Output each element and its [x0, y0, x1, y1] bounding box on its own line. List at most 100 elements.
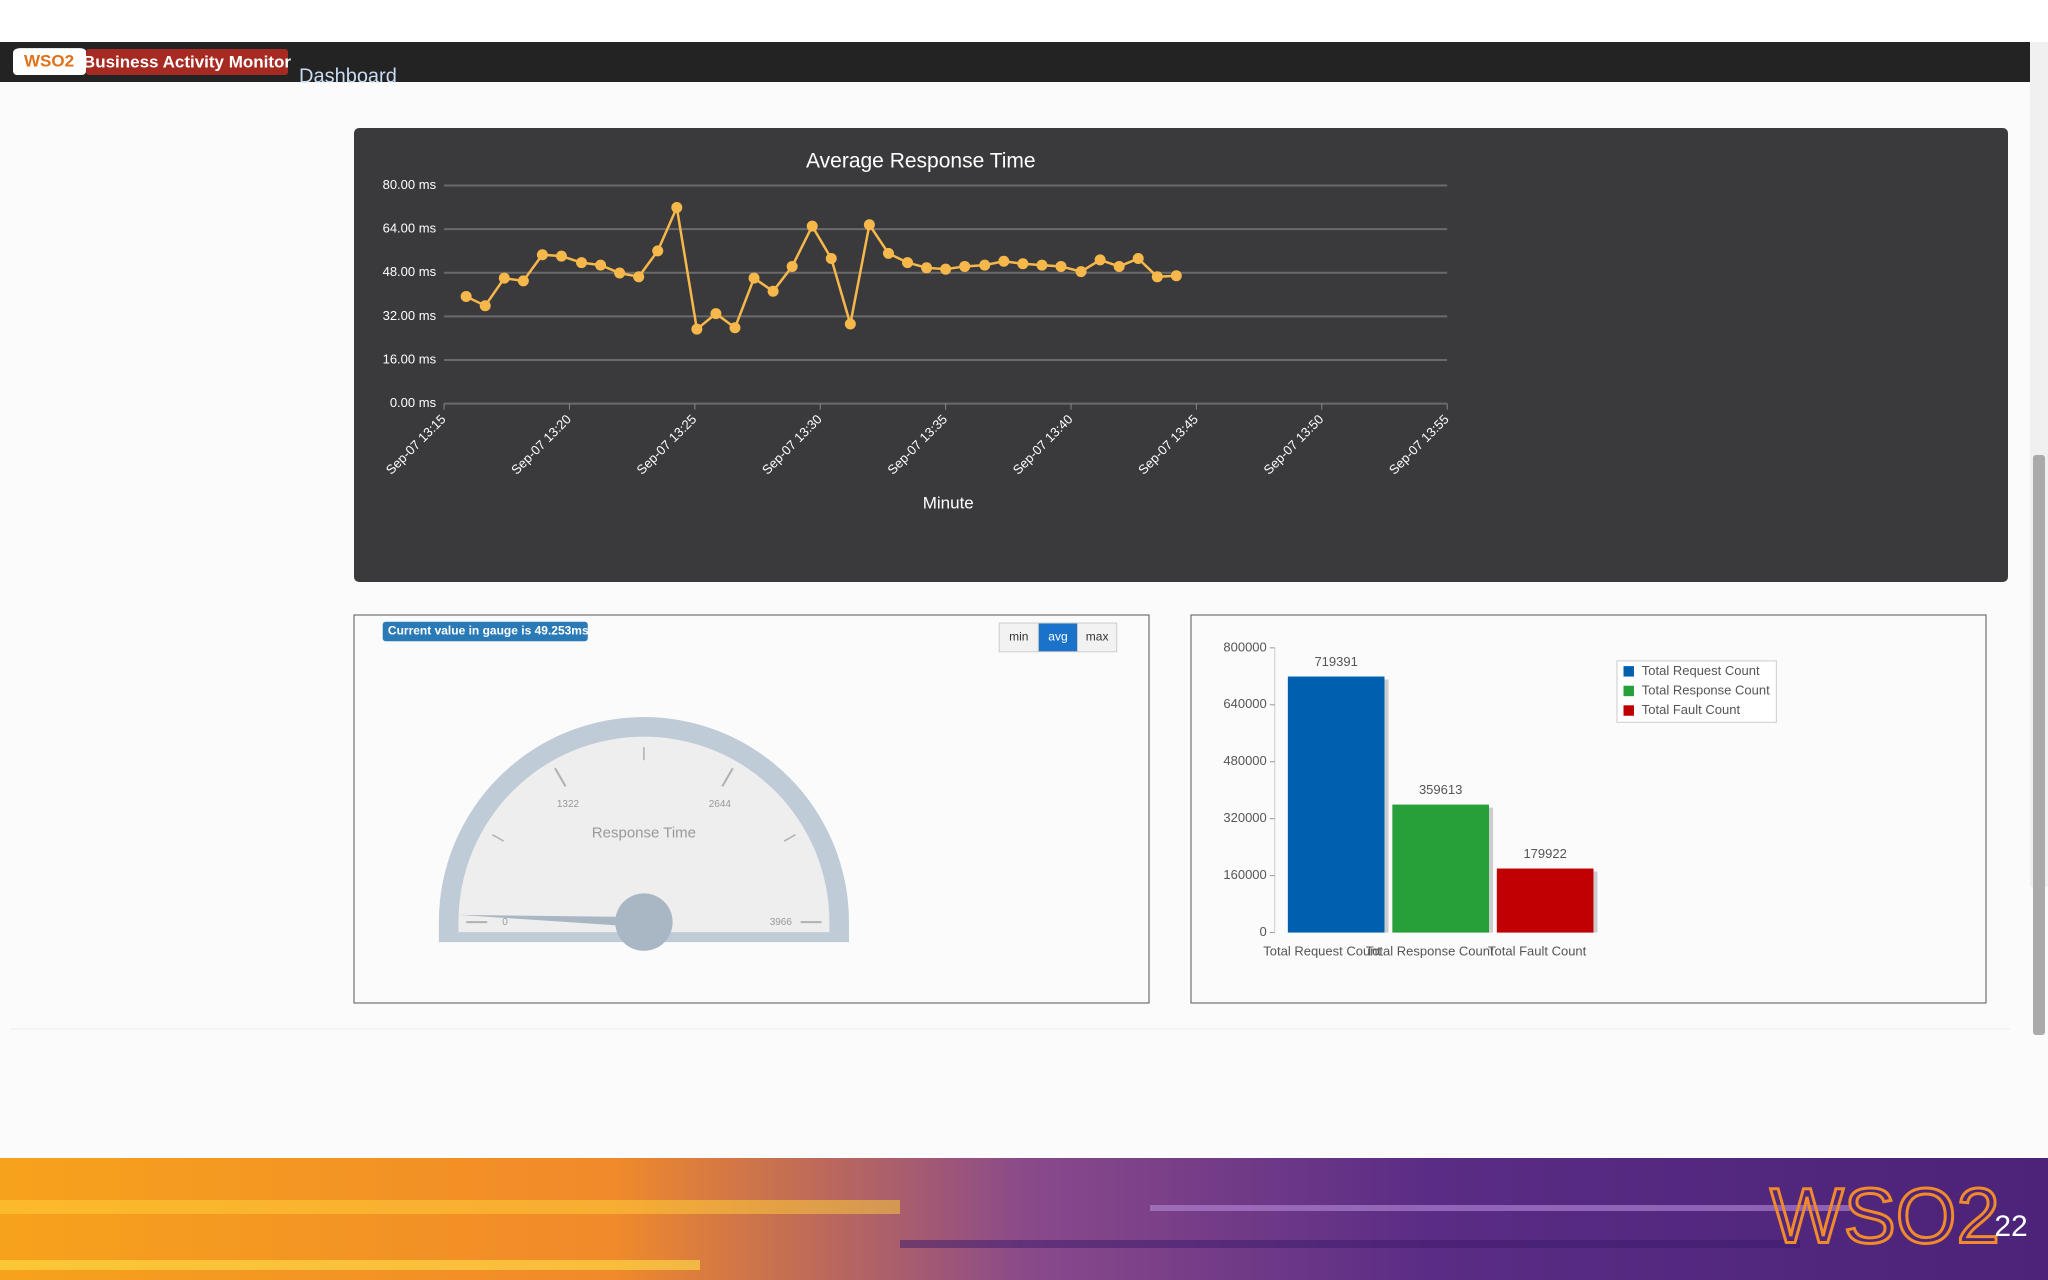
- y-tick-label: 32.00 ms: [383, 308, 437, 323]
- point[interactable]: [786, 260, 798, 272]
- legend-swatch: [1623, 705, 1634, 716]
- gauge-tick: [721, 767, 734, 787]
- button[interactable]: avg: [1048, 630, 1067, 644]
- point[interactable]: [576, 257, 588, 269]
- y-tick-label: 16.00 ms: [383, 351, 437, 366]
- product-box: [86, 49, 288, 75]
- bar: [1287, 676, 1385, 933]
- footer-logo: WSO2: [1770, 1172, 2000, 1260]
- page-number: 22: [1994, 1210, 2027, 1243]
- point[interactable]: [748, 272, 760, 284]
- stripe: [0, 1260, 700, 1270]
- point[interactable]: [844, 318, 856, 330]
- navbar: [0, 42, 2030, 82]
- stripe: [900, 1240, 1800, 1248]
- gauge-label: Response Time: [592, 824, 696, 841]
- point[interactable]: [536, 249, 548, 261]
- point[interactable]: [710, 308, 722, 320]
- gauge-tick-label: 2644: [709, 799, 732, 810]
- y-tick-label: 160000: [1223, 867, 1266, 882]
- x-tick-label: Total Request Count: [1263, 944, 1381, 959]
- point[interactable]: [671, 202, 683, 214]
- value-label: 719391: [1314, 654, 1357, 669]
- stripe: [1150, 1205, 1850, 1211]
- point[interactable]: [555, 250, 567, 262]
- point[interactable]: [498, 272, 510, 284]
- point[interactable]: [1017, 258, 1029, 270]
- point[interactable]: [1151, 271, 1163, 283]
- y-tick-label: 320000: [1223, 810, 1266, 825]
- nav-link[interactable]: Dashboard: [299, 65, 397, 87]
- badge: Current value in gauge is 49.253ms: [388, 624, 589, 638]
- gauge-face: [458, 736, 830, 933]
- point[interactable]: [633, 271, 645, 283]
- gauge-hub: [615, 893, 673, 951]
- point[interactable]: [882, 247, 894, 259]
- legend-label: Total Request Count: [1642, 663, 1760, 678]
- point[interactable]: [1075, 266, 1087, 278]
- gauge-tick: [554, 767, 567, 787]
- y-tick-label: 64.00 ms: [383, 221, 437, 236]
- chart-title: Average Response Time: [806, 150, 1036, 173]
- gauge-minor-tick: [491, 833, 505, 842]
- button-bg[interactable]: [998, 622, 1039, 653]
- point[interactable]: [517, 275, 529, 287]
- gauge-tick-label: 1322: [557, 799, 580, 810]
- logo-box: [13, 49, 86, 75]
- product-name: Business Activity Monitor: [83, 52, 292, 71]
- y-tick-label: 80.00 ms: [383, 177, 437, 192]
- legend-swatch: [1623, 666, 1634, 677]
- point[interactable]: [460, 290, 472, 302]
- button-bg[interactable]: [1037, 622, 1079, 653]
- x-tick-label: Total Response Count: [1366, 944, 1494, 959]
- point[interactable]: [729, 322, 741, 334]
- point[interactable]: [1170, 270, 1182, 282]
- line-panel: [354, 128, 2008, 582]
- stripe: [0, 1200, 900, 1214]
- button-bg[interactable]: [1077, 622, 1118, 653]
- point[interactable]: [921, 262, 933, 274]
- point[interactable]: [1094, 254, 1106, 266]
- point[interactable]: [767, 285, 779, 297]
- point[interactable]: [1036, 259, 1048, 271]
- y-tick-label: 48.00 ms: [383, 264, 437, 279]
- legend-swatch: [1623, 685, 1634, 697]
- y-tick-label: 640000: [1223, 696, 1266, 711]
- legend-label: Total Response Count: [1642, 682, 1770, 697]
- y-tick-label: 800000: [1223, 639, 1266, 654]
- legend: [1616, 660, 1777, 723]
- point[interactable]: [1055, 260, 1067, 272]
- y-tick-label: 0: [1260, 924, 1267, 939]
- logo: WSO2: [24, 51, 74, 70]
- value-label: 179922: [1523, 846, 1566, 861]
- bar: [1392, 804, 1489, 933]
- y-tick-label: 480000: [1223, 753, 1266, 768]
- point[interactable]: [614, 267, 626, 279]
- top-band: [0, 0, 2048, 42]
- scroll-thumb[interactable]: [2033, 455, 2045, 1035]
- button[interactable]: max: [1086, 630, 1109, 644]
- gauge-minor-tick: [783, 833, 796, 842]
- point[interactable]: [691, 323, 703, 335]
- point[interactable]: [595, 259, 607, 271]
- x-axis-label: Minute: [923, 494, 974, 513]
- point[interactable]: [959, 260, 971, 272]
- point[interactable]: [1132, 253, 1144, 265]
- point[interactable]: [652, 245, 664, 257]
- y-tick-label: 0.00 ms: [390, 395, 437, 410]
- point[interactable]: [1113, 260, 1125, 272]
- footer-band: [0, 1158, 2048, 1280]
- gauge-needle: [458, 914, 645, 928]
- point[interactable]: [998, 255, 1010, 267]
- point[interactable]: [940, 263, 952, 275]
- point[interactable]: [979, 259, 991, 271]
- button[interactable]: min: [1009, 630, 1028, 644]
- gauge-tick-label: 3966: [770, 917, 793, 928]
- point[interactable]: [806, 220, 818, 232]
- legend-label: Total Fault Count: [1642, 702, 1741, 717]
- point[interactable]: [902, 257, 914, 269]
- point[interactable]: [863, 219, 875, 231]
- point[interactable]: [825, 253, 837, 265]
- point[interactable]: [479, 300, 491, 312]
- bar: [1496, 868, 1594, 933]
